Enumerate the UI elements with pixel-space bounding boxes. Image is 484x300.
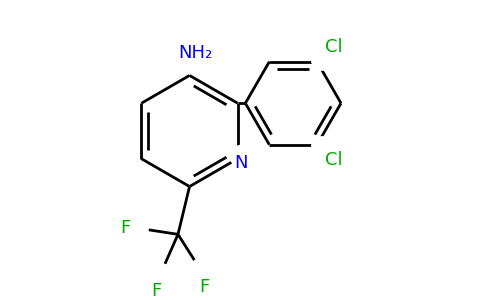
Text: N: N (234, 154, 247, 172)
Text: F: F (199, 278, 209, 296)
Text: F: F (120, 219, 130, 237)
Text: Cl: Cl (325, 151, 343, 169)
Text: NH₂: NH₂ (179, 44, 213, 62)
Text: Cl: Cl (325, 38, 343, 56)
Text: F: F (151, 282, 162, 300)
